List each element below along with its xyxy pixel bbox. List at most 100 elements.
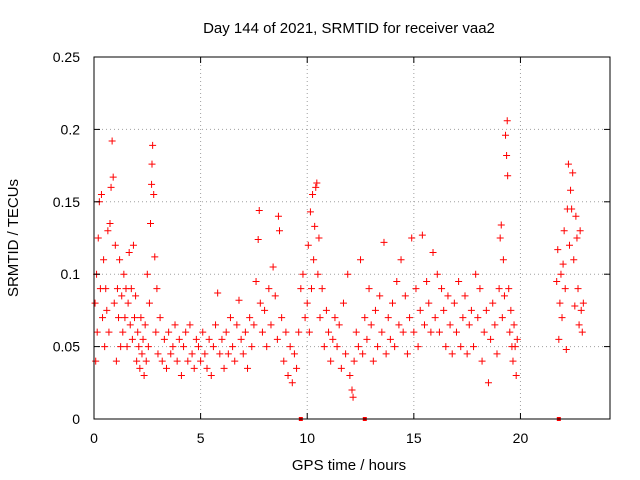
data-point [171,321,179,329]
data-point [133,357,141,365]
data-point [499,256,507,264]
data-point [344,270,352,278]
data-point [509,357,517,365]
data-point [359,350,367,358]
data-point [320,343,328,351]
data-point [431,314,439,322]
data-point [169,343,177,351]
data-point [472,270,480,278]
data-point [124,299,132,307]
y-tick-label: 0 [72,411,80,427]
data-point [574,285,582,293]
data-point [380,238,388,246]
axis-ticks [93,56,610,420]
data-point [470,343,478,351]
data-point [500,292,508,300]
tick-labels: 0 5 10 15 20 0 0.05 0.1 0.15 0.2 0.25 [53,49,529,446]
data-point [115,314,123,322]
data-point [513,335,521,343]
data-point [444,292,452,300]
data-point [197,357,205,365]
data-point [553,277,561,285]
data-point [237,335,245,343]
data-point [306,208,314,216]
data-point [106,220,114,228]
data-point [568,205,576,213]
data-point [218,335,226,343]
data-point [156,314,164,322]
data-point [203,364,211,372]
data-point [126,321,134,329]
data-point [149,141,157,149]
data-point [139,335,147,343]
data-point [212,321,220,329]
data-point [154,350,162,358]
data-point [271,292,279,300]
data-point [112,357,120,365]
data-point [507,306,515,314]
y-tick-label: 0.1 [61,266,81,282]
data-point [224,350,232,358]
data-point [108,137,116,145]
data-point [557,270,565,278]
data-point [502,131,510,139]
data-point [293,364,301,372]
data-point [427,328,435,336]
data-point [489,299,497,307]
data-point [148,160,156,168]
data-point [153,285,161,293]
data-point [269,263,277,271]
data-point [331,314,339,322]
data-point [135,343,143,351]
data-point [506,328,514,336]
data-point [446,321,454,329]
data-point [239,350,247,358]
data-point [136,364,144,372]
data-point [478,357,486,365]
data-point [418,231,426,239]
data-point [131,314,139,322]
data-point [142,357,150,365]
data-point [369,357,377,365]
data-point [132,292,140,300]
data-point [386,335,394,343]
data-point [175,335,183,343]
data-point [433,270,441,278]
data-point [295,328,303,336]
data-point [357,256,365,264]
x-tick-label: 0 [90,430,98,446]
data-point [399,328,407,336]
data-point [103,306,111,314]
data-point [339,299,347,307]
data-point [391,343,399,351]
data-point [333,343,341,351]
chart-title: Day 144 of 2021, SRMTID for receiver vaa… [203,20,495,37]
data-point [143,270,151,278]
data-point [129,241,137,249]
data-point [442,343,450,351]
data-point [137,314,145,322]
data-point [318,285,326,293]
data-point [226,314,234,322]
data-point [337,364,345,372]
data-point [102,285,110,293]
data-point [286,343,294,351]
data-point [116,256,124,264]
data-point [567,186,575,194]
data-point [570,256,578,264]
data-point [310,256,318,264]
grid-lines [94,57,610,419]
data-point [498,314,506,322]
data-point [448,350,456,358]
data-point [311,222,319,230]
data-point [482,306,490,314]
data-point [162,364,170,372]
data-point [348,386,356,394]
data-point [128,335,136,343]
data-point [267,321,275,329]
data-point [231,357,239,365]
data-point [363,335,371,343]
data-point [414,343,422,351]
data-point [91,299,99,307]
data-point [256,299,264,307]
